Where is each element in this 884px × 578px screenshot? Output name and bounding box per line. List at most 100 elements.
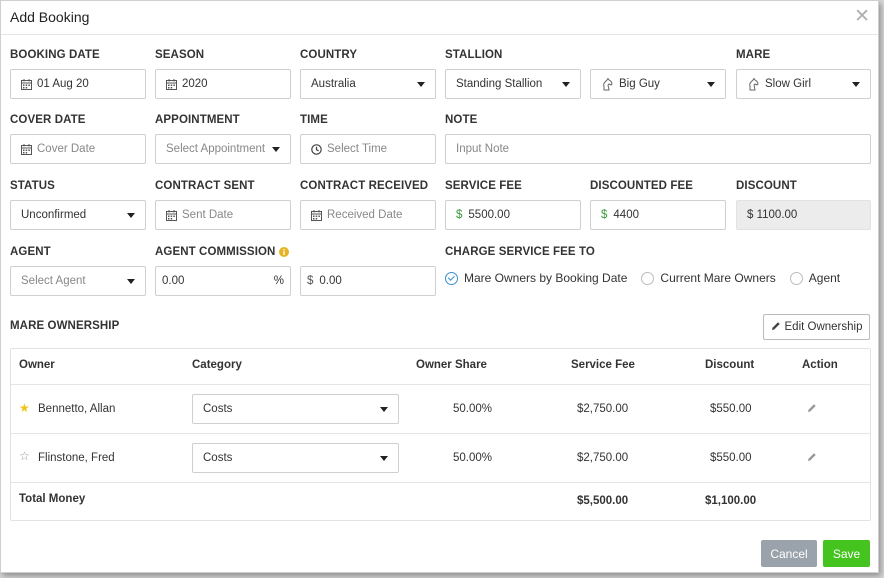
pencil-icon	[771, 321, 781, 334]
discount-field: $ 1100.00	[736, 200, 871, 230]
agent-select[interactable]: Select Agent	[10, 266, 146, 296]
owner-share: 50.00%	[453, 452, 493, 464]
calendar-icon	[166, 78, 177, 90]
booking-date-label: BOOKING DATE	[10, 49, 100, 61]
country-select[interactable]: Australia	[300, 69, 436, 99]
ownership-table: Owner Category Owner Share Service Fee D…	[10, 348, 871, 521]
note-label: NOTE	[445, 114, 478, 126]
row-divider	[11, 384, 870, 385]
contract-sent-field[interactable]: Sent Date	[155, 200, 291, 230]
star-filled-icon[interactable]: ★	[19, 401, 30, 415]
row-discount: $550.00	[710, 452, 752, 464]
cancel-button[interactable]: Cancel	[761, 540, 817, 567]
agent-label: AGENT	[10, 246, 51, 258]
contract-sent-placeholder: Sent Date	[182, 209, 234, 221]
dialog-title: Add Booking	[10, 9, 90, 25]
category-value: Costs	[203, 403, 233, 415]
column-header-discount: Discount	[705, 359, 755, 371]
service-fee-label: SERVICE FEE	[445, 180, 522, 192]
stallion-horse-select[interactable]: Big Guy	[590, 69, 726, 99]
dollar-icon: $	[601, 209, 608, 221]
mare-ownership-label: MARE OWNERSHIP	[10, 320, 120, 332]
service-fee-value: 5500.00	[468, 209, 510, 221]
close-icon[interactable]: ✕	[854, 6, 870, 27]
dollar-icon: $	[307, 275, 314, 287]
season-label: SEASON	[155, 49, 205, 61]
category-select[interactable]: Costs	[192, 443, 399, 473]
agent-commission-value: 0.00	[162, 275, 185, 287]
pencil-icon[interactable]	[807, 403, 817, 416]
contract-received-field[interactable]: Received Date	[300, 200, 436, 230]
chevron-down-icon	[380, 456, 388, 461]
radio-current-mare-owners[interactable]: Current Mare Owners	[641, 271, 776, 285]
horse-icon	[601, 77, 614, 91]
dialog-header: Add Booking ✕	[1, 1, 878, 35]
time-field[interactable]: Select Time	[300, 134, 436, 164]
radio-label: Agent	[808, 271, 841, 285]
contract-received-label: CONTRACT RECEIVED	[300, 180, 429, 192]
contract-sent-label: CONTRACT SENT	[155, 180, 255, 192]
chevron-down-icon	[417, 82, 425, 87]
chevron-down-icon	[127, 213, 135, 218]
owner-share: 50.00%	[453, 403, 493, 415]
column-header-category: Category	[192, 359, 242, 371]
info-icon[interactable]	[279, 247, 290, 257]
discounted-fee-value: 4400	[613, 209, 639, 221]
service-fee-input[interactable]: $ 5500.00	[445, 200, 581, 230]
edit-ownership-button[interactable]: Edit Ownership	[763, 314, 870, 340]
save-button[interactable]: Save	[823, 540, 870, 567]
chevron-down-icon	[852, 82, 860, 87]
agent-commission-label-text: AGENT COMMISSION	[155, 246, 276, 258]
agent-commission-amount-input[interactable]: $ 0.00	[300, 266, 436, 296]
row-service-fee: $2,750.00	[577, 403, 629, 415]
calendar-icon	[166, 209, 177, 221]
calendar-icon	[21, 78, 32, 90]
cover-date-label: COVER DATE	[10, 114, 86, 126]
booking-date-field[interactable]: 01 Aug 20	[10, 69, 146, 99]
booking-date-value: 01 Aug 20	[37, 78, 89, 90]
horse-icon	[747, 77, 760, 91]
pencil-icon[interactable]	[807, 452, 817, 465]
appointment-label: APPOINTMENT	[155, 114, 240, 126]
note-input[interactable]: Input Note	[445, 134, 871, 164]
status-label: STATUS	[10, 180, 55, 192]
radio-unchecked-icon	[789, 271, 803, 285]
agent-commission-percent-input[interactable]: 0.00 %	[155, 266, 291, 296]
calendar-icon	[311, 209, 322, 221]
star-outline-icon[interactable]: ☆	[19, 449, 30, 463]
radio-mare-owners-by-booking-date[interactable]: Mare Owners by Booking Date	[445, 271, 627, 285]
time-placeholder: Select Time	[327, 143, 388, 155]
discount-label: DISCOUNT	[736, 180, 797, 192]
category-select[interactable]: Costs	[192, 394, 399, 424]
chevron-down-icon	[380, 407, 388, 412]
chevron-down-icon	[127, 279, 135, 284]
mare-select[interactable]: Slow Girl	[736, 69, 871, 99]
status-value: Unconfirmed	[21, 209, 87, 221]
charge-service-fee-label: CHARGE SERVICE FEE TO	[445, 246, 595, 258]
country-value: Australia	[311, 78, 356, 90]
stallion-type-select[interactable]: Standing Stallion	[445, 69, 581, 99]
chevron-down-icon	[707, 82, 715, 87]
category-value: Costs	[203, 452, 233, 464]
clock-icon	[311, 143, 322, 155]
note-placeholder: Input Note	[456, 143, 510, 155]
radio-unchecked-icon	[641, 271, 655, 285]
time-label: TIME	[300, 114, 328, 126]
mare-value: Slow Girl	[765, 78, 812, 90]
chevron-down-icon	[562, 82, 570, 87]
radio-agent[interactable]: Agent	[789, 271, 841, 285]
cover-date-field[interactable]: Cover Date	[10, 134, 146, 164]
total-service-fee: $5,500.00	[577, 495, 629, 507]
status-select[interactable]: Unconfirmed	[10, 200, 146, 230]
season-field[interactable]: 2020	[155, 69, 291, 99]
discounted-fee-input[interactable]: $ 4400	[590, 200, 726, 230]
agent-commission-label: AGENT COMMISSION	[155, 246, 290, 258]
owner-name: Flinstone, Fred	[38, 452, 115, 464]
dollar-icon: $	[456, 209, 463, 221]
country-label: COUNTRY	[300, 49, 358, 61]
column-header-owner: Owner	[19, 359, 55, 371]
edit-ownership-label: Edit Ownership	[784, 321, 863, 333]
appointment-select[interactable]: Select Appointment	[155, 134, 291, 164]
season-value: 2020	[182, 78, 208, 90]
